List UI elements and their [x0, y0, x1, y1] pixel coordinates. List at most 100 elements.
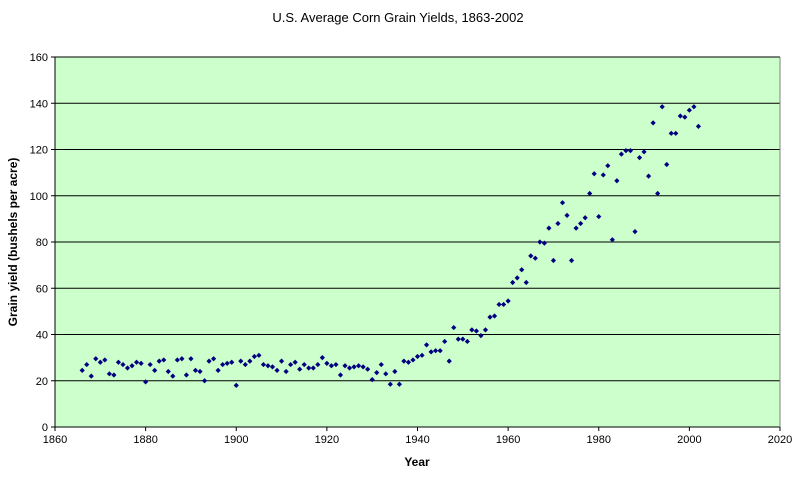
data-point-1892 [197, 368, 203, 375]
data-point-1900 [233, 382, 239, 388]
data-point-1995 [664, 161, 670, 168]
data-point-2002 [695, 123, 702, 129]
data-point-1873 [111, 372, 117, 378]
x-tick-labels: 1860 1880 1900 1920 1940 1960 1980 2000 2020 [43, 434, 792, 446]
axes [51, 56, 781, 431]
data-point-1964 [523, 279, 529, 286]
data-point-1974 [568, 257, 575, 264]
data-point-1885 [165, 368, 171, 375]
data-point-1899 [229, 359, 235, 365]
data-point-1872 [106, 371, 112, 377]
data-point-1932 [378, 361, 384, 368]
y-tick-label-80: 80 [36, 237, 48, 249]
data-point-1961 [510, 279, 516, 286]
data-point-1938 [405, 359, 412, 365]
data-point-1914 [297, 366, 303, 372]
data-point-1870 [97, 359, 103, 365]
data-point-1934 [387, 381, 393, 387]
data-point-1986 [623, 148, 629, 154]
data-point-1937 [401, 358, 407, 364]
y-tick-label-0: 0 [42, 422, 48, 434]
data-point-1871 [102, 357, 108, 363]
data-point-1944 [433, 348, 439, 354]
data-point-1893 [201, 378, 208, 384]
data-point-1882 [152, 367, 158, 373]
data-point-1876 [124, 365, 131, 371]
data-point-1955 [482, 327, 489, 333]
y-tick-label-100: 100 [30, 191, 48, 203]
data-point-1869 [93, 356, 99, 362]
data-point-1907 [265, 363, 271, 369]
data-point-1897 [220, 361, 226, 368]
data-point-1895 [210, 356, 217, 362]
data-point-1945 [437, 348, 443, 354]
x-tick-label-1960: 1960 [496, 434, 520, 446]
data-point-1913 [292, 359, 298, 365]
data-point-1992 [650, 120, 656, 126]
data-point-1980 [596, 213, 602, 220]
y-tick-label-160: 160 [30, 52, 48, 64]
data-point-1930 [369, 376, 375, 383]
data-point-1924 [342, 363, 348, 369]
data-point-1927 [355, 363, 362, 369]
data-point-1874 [115, 359, 122, 365]
data-point-1940 [414, 353, 421, 360]
data-point-1973 [564, 212, 570, 219]
data-point-1939 [410, 357, 416, 363]
data-point-2001 [691, 104, 697, 110]
data-point-1996 [668, 130, 674, 136]
data-point-1941 [419, 352, 425, 358]
data-point-1970 [550, 257, 557, 264]
data-point-1935 [392, 368, 398, 375]
data-point-1969 [546, 225, 552, 231]
data-point-1931 [374, 370, 380, 376]
data-point-1910 [278, 358, 285, 364]
data-point-1898 [224, 360, 230, 367]
data-point-1960 [505, 298, 511, 304]
data-point-1875 [120, 361, 126, 368]
x-tick-label-1920: 1920 [315, 434, 339, 446]
data-point-1929 [365, 366, 371, 372]
data-point-1967 [537, 239, 543, 245]
data-point-1985 [618, 151, 625, 157]
y-tick-labels: 0 20 40 60 80 100 120 140 160 [30, 52, 48, 434]
data-point-1888 [179, 356, 185, 362]
data-point-1911 [283, 368, 289, 375]
data-point-1965 [528, 253, 534, 259]
data-point-1906 [260, 361, 267, 368]
data-point-1936 [396, 381, 402, 387]
data-point-1942 [423, 342, 430, 348]
data-point-1878 [133, 359, 140, 365]
data-point-1894 [206, 358, 212, 364]
x-tick-label-2000: 2000 [677, 434, 701, 446]
data-point-1923 [337, 372, 344, 378]
data-point-1994 [659, 104, 665, 110]
data-point-1925 [346, 365, 353, 371]
gridlines [55, 56, 780, 382]
data-point-1868 [88, 373, 94, 379]
data-point-1887 [174, 357, 180, 363]
data-point-1983 [609, 237, 615, 243]
data-point-1916 [306, 365, 312, 371]
y-tick-label-40: 40 [36, 330, 48, 342]
data-point-1957 [491, 313, 498, 319]
data-point-1921 [328, 363, 335, 369]
data-point-1943 [428, 349, 434, 355]
x-axis-label: Year [404, 455, 430, 469]
data-point-1909 [274, 367, 280, 373]
data-point-1905 [256, 352, 262, 358]
x-tick-label-1860: 1860 [43, 434, 67, 446]
data-point-1971 [555, 220, 561, 227]
data-point-1954 [478, 333, 484, 339]
y-axis-label: Grain yield (bushels per acre) [6, 158, 20, 327]
data-point-1948 [451, 324, 457, 331]
data-point-1962 [514, 275, 520, 281]
data-point-1884 [161, 357, 167, 363]
data-point-1950 [460, 336, 466, 342]
y-tick-label-60: 60 [36, 283, 48, 295]
data-point-1947 [446, 358, 452, 364]
data-point-1919 [319, 355, 325, 361]
data-point-1926 [351, 364, 357, 370]
data-point-1891 [192, 367, 199, 373]
